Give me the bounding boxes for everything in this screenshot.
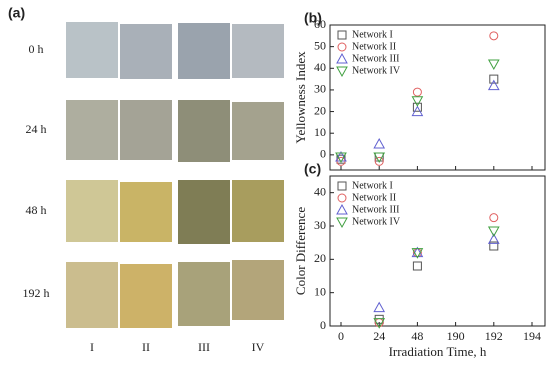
marker <box>487 79 500 91</box>
legend-label: Network I <box>352 180 393 191</box>
marker <box>337 42 347 52</box>
marker <box>373 138 386 149</box>
photo <box>66 22 118 78</box>
x-tick-label: 192 <box>485 329 503 343</box>
marker <box>336 52 348 64</box>
y-axis-title: Yellowness Index <box>293 51 308 144</box>
marker <box>489 213 499 223</box>
photo <box>232 24 284 78</box>
marker <box>373 318 386 329</box>
x-tick-label: 190 <box>447 329 465 343</box>
photo <box>232 102 284 160</box>
photos <box>66 22 284 328</box>
plot-frame <box>329 24 546 171</box>
photo <box>120 24 172 79</box>
y-tick-label: 40 <box>314 184 326 198</box>
legend-label: Network IV <box>352 216 401 227</box>
y-axis-title: Color Difference <box>293 207 308 295</box>
y-tick-label: 10 <box>314 284 326 298</box>
row-label: 0 h <box>29 42 44 56</box>
x-tick-label: 48 <box>411 329 423 343</box>
photo <box>66 100 118 160</box>
marker <box>337 193 347 203</box>
marker <box>374 156 384 166</box>
row-label: 48 h <box>26 203 47 217</box>
y-tick-label: 60 <box>314 17 326 31</box>
row-label: 192 h <box>23 286 50 300</box>
column-label: II <box>142 340 150 354</box>
plot-frame <box>329 175 546 327</box>
y-tick-label: 30 <box>314 82 326 96</box>
marker <box>489 241 499 251</box>
y-tick-label: 10 <box>314 125 326 139</box>
marker <box>336 203 348 215</box>
marker <box>373 301 386 313</box>
y-tick-label: 30 <box>314 218 326 232</box>
marker <box>487 226 500 238</box>
marker <box>411 96 424 107</box>
y-tick-label: 20 <box>314 251 326 265</box>
y-tick-label: 40 <box>314 60 326 74</box>
y-tick-label: 0 <box>320 147 326 161</box>
panel-label: (a) <box>8 5 25 21</box>
photo <box>120 264 172 328</box>
marker <box>489 31 499 41</box>
photo <box>178 23 230 79</box>
photo <box>178 262 230 326</box>
photo <box>178 180 230 244</box>
marker <box>337 181 347 191</box>
photo <box>232 260 284 320</box>
marker <box>335 152 347 164</box>
photo <box>66 262 118 328</box>
legend-label: Network III <box>352 204 399 215</box>
marker <box>412 261 422 271</box>
marker <box>411 105 424 117</box>
panel-label: (b) <box>304 10 322 26</box>
column-label: IV <box>252 340 265 354</box>
marker <box>336 66 348 78</box>
photo <box>120 182 172 242</box>
column-label: III <box>198 340 210 354</box>
marker <box>487 233 500 244</box>
marker <box>412 102 422 112</box>
marker <box>487 59 500 70</box>
x-axis-title: Irradiation Time, h <box>389 344 487 359</box>
panel-label: (c) <box>304 161 321 177</box>
legend-label: Network I <box>352 29 393 40</box>
row-label: 24 h <box>26 122 47 136</box>
y-tick-label: 50 <box>314 38 326 52</box>
marker <box>412 87 422 97</box>
marker <box>374 314 384 324</box>
y-tick-label: 0 <box>320 318 326 332</box>
marker <box>489 74 499 84</box>
legend-label: Network III <box>352 53 399 64</box>
legend-label: Network II <box>352 192 396 203</box>
legend-label: Network IV <box>352 65 401 76</box>
photo <box>232 180 284 242</box>
marker <box>411 248 424 259</box>
marker <box>337 30 347 40</box>
photo <box>178 100 230 162</box>
legend-label: Network II <box>352 41 396 52</box>
y-tick-label: 20 <box>314 103 326 117</box>
marker <box>336 217 348 229</box>
marker <box>373 152 386 164</box>
photo <box>120 100 172 160</box>
x-tick-label: 24 <box>373 329 385 343</box>
column-label: I <box>90 340 94 354</box>
x-tick-label: 194 <box>523 329 541 343</box>
photo <box>66 180 118 242</box>
x-tick-label: 0 <box>338 329 344 343</box>
